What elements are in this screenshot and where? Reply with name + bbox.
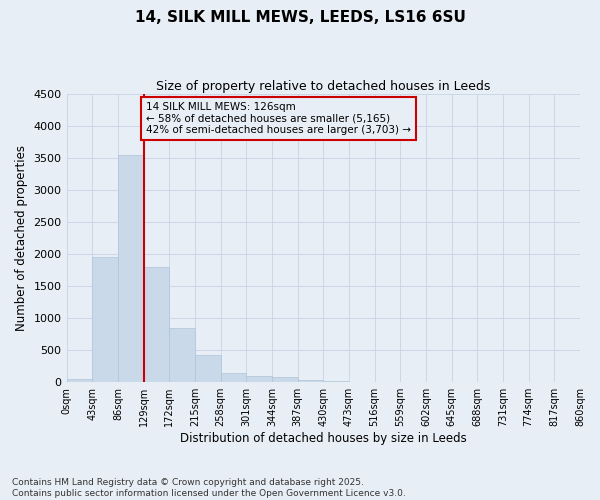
Text: Contains HM Land Registry data © Crown copyright and database right 2025.
Contai: Contains HM Land Registry data © Crown c… (12, 478, 406, 498)
Bar (272, 378, 298, 382)
Bar (221, 372, 246, 382)
Bar (143, 267, 169, 382)
Text: 14, SILK MILL MEWS, LEEDS, LS16 6SU: 14, SILK MILL MEWS, LEEDS, LS16 6SU (134, 10, 466, 25)
Bar (92, 258, 118, 382)
Y-axis label: Number of detached properties: Number of detached properties (15, 145, 28, 331)
Title: Size of property relative to detached houses in Leeds: Size of property relative to detached ho… (156, 80, 490, 93)
X-axis label: Distribution of detached houses by size in Leeds: Distribution of detached houses by size … (180, 432, 467, 445)
Bar (169, 328, 195, 382)
Bar (195, 356, 221, 382)
Bar (246, 376, 272, 382)
Bar (67, 379, 92, 382)
Bar (323, 381, 349, 382)
Bar (298, 380, 323, 382)
Text: 14 SILK MILL MEWS: 126sqm
← 58% of detached houses are smaller (5,165)
42% of se: 14 SILK MILL MEWS: 126sqm ← 58% of detac… (146, 102, 411, 135)
Bar (118, 155, 143, 382)
